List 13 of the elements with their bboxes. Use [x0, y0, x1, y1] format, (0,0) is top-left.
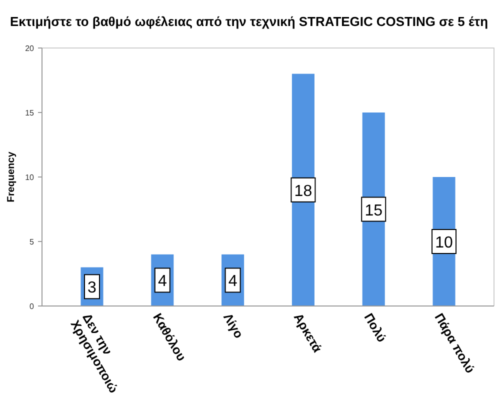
y-tick-label: 15	[25, 108, 35, 118]
data-label: 4	[158, 273, 167, 290]
data-label: 3	[88, 280, 97, 297]
y-tick-label: 5	[30, 238, 35, 246]
data-label: 10	[435, 234, 454, 252]
y-axis-title: Frequency	[6, 151, 17, 202]
y-tick-label: 20	[25, 44, 35, 53]
data-label: 15	[364, 202, 383, 220]
y-tick-label: 10	[25, 173, 35, 182]
data-label: 18	[294, 182, 312, 200]
y-tick-label: 0	[30, 302, 35, 311]
data-label: 4	[228, 273, 238, 290]
chart-title: Εκτιμήστε το βαθμό ωφέλειας από την τεχνική STRATEGIC COSTING σε 5 έτη	[10, 14, 490, 29]
